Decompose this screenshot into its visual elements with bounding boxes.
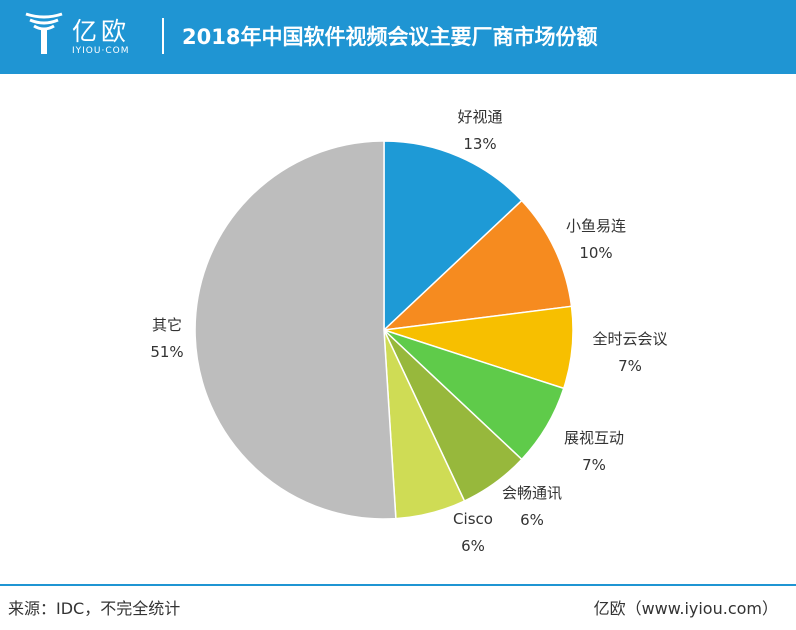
slice-label-name: Cisco [453, 510, 493, 528]
slice-label-name: 展视互动 [564, 429, 624, 447]
slice-label-percent: 6% [461, 537, 485, 555]
pie-slice [383, 140, 523, 332]
slice-label-percent: 6% [520, 511, 544, 529]
slice-label-percent: 7% [618, 357, 642, 375]
pie-slice [381, 199, 573, 332]
pie-chart: 好视通 13% 小鱼易连 10% 全时云会议 7% 展视互动 7% 会畅通讯 6% Cisco 6% 其… [150, 108, 667, 555]
footer-divider [0, 584, 796, 586]
source-note: 来源：IDC，不完全统计 [8, 599, 181, 618]
slice-label-percent: 7% [582, 456, 606, 474]
credit-note: 亿欧（www.iyiou.com） [593, 599, 778, 618]
chart-title: 2018年中国软件视频会议主要厂商市场份额 [182, 25, 598, 49]
pie-slice [194, 140, 397, 520]
slice-label-name: 会畅通讯 [502, 484, 562, 502]
logo-text: 亿欧 [72, 17, 131, 46]
slice-label-name: 小鱼易连 [566, 217, 626, 235]
header-bar: 亿欧 IYIOU·COM 2018年中国软件视频会议主要厂商市场份额 [0, 0, 796, 74]
slice-label-percent: 10% [579, 244, 612, 262]
slice-label-name: 全时云会议 [592, 330, 667, 348]
slice-label-name: 好视通 [457, 108, 502, 126]
header-divider [162, 18, 164, 54]
logo-subtext: IYIOU·COM [72, 46, 130, 56]
slice-label-name: 其它 [152, 316, 182, 334]
logo-icon [25, 12, 63, 54]
slice-label-percent: 51% [150, 343, 183, 361]
pie-slices [194, 140, 574, 520]
slice-label-percent: 13% [463, 135, 496, 153]
pie-labels: 好视通 13% 小鱼易连 10% 全时云会议 7% 展视互动 7% 会畅通讯 6% Cisco 6% 其… [150, 108, 667, 555]
